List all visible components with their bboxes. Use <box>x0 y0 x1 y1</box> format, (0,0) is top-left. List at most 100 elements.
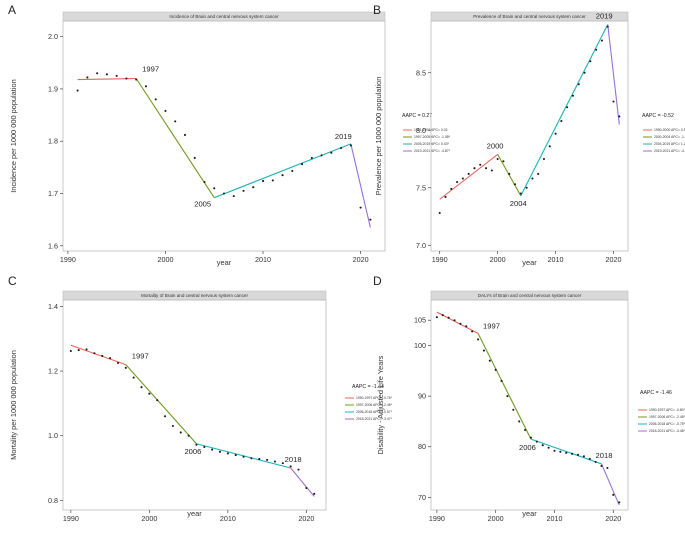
plot-frame <box>62 299 327 511</box>
y-tick-label: 80 <box>418 442 426 451</box>
data-point <box>232 195 235 198</box>
data-point <box>179 431 182 434</box>
joinpoint-label: 2000 <box>487 141 504 150</box>
x-tick-label: 2000 <box>488 514 504 523</box>
data-point <box>508 172 511 175</box>
data-point <box>519 192 522 195</box>
data-point <box>553 449 556 452</box>
trend-segment-4 <box>290 467 315 497</box>
data-point <box>116 361 120 365</box>
x-tick-label: 2000 <box>141 514 157 523</box>
data-point <box>600 464 603 468</box>
data-point <box>537 172 540 175</box>
x-tick-label: 2010 <box>546 514 562 523</box>
data-point <box>195 443 198 446</box>
aapc-label: AAPC = -0.52 <box>642 113 674 119</box>
data-point <box>541 444 544 447</box>
plot-frame <box>62 20 386 252</box>
data-point <box>349 144 352 147</box>
legend-entry: 2006-2018 APC= -0.75* <box>649 422 685 426</box>
panel-letter: D <box>373 274 382 288</box>
data-point <box>330 151 333 154</box>
data-point <box>582 455 585 458</box>
data-point <box>512 408 515 411</box>
data-point <box>174 120 177 123</box>
y-tick-label: 1.2 <box>48 367 58 376</box>
legend-entry: 1990-1997 APC= -0.80* <box>649 408 685 412</box>
x-axis-title: year <box>217 258 232 267</box>
data-point <box>234 454 237 457</box>
y-tick-label: 105 <box>414 316 426 325</box>
data-point <box>242 189 245 192</box>
joinpoint-label: 1997 <box>483 321 500 330</box>
data-point <box>77 349 80 352</box>
data-point <box>473 167 476 170</box>
y-tick-label: 2.0 <box>48 32 58 41</box>
data-point <box>542 157 546 161</box>
data-point <box>305 486 308 490</box>
legend-entry: 1997-2006 APC= -2.45* <box>649 415 685 419</box>
data-point <box>261 179 265 183</box>
chart-title: Incidence of Brain and central nervous s… <box>169 14 279 19</box>
data-point <box>518 420 521 423</box>
data-point <box>594 460 597 463</box>
data-point <box>459 322 462 325</box>
data-point <box>340 146 343 150</box>
y-tick-label: 7.5 <box>416 183 426 192</box>
trend-segment-3 <box>530 438 602 465</box>
data-point <box>115 74 118 77</box>
chart-title: Prevalence of Brain and central nervous … <box>473 14 586 19</box>
trend-segment-2 <box>477 333 532 440</box>
data-point <box>359 206 362 209</box>
data-point <box>101 354 104 357</box>
data-point <box>471 330 474 333</box>
legend-entry: 2019-2021 APC= -4.98* <box>654 149 685 153</box>
joinpoint-label: 2006 <box>184 447 201 456</box>
joinpoint-label: 2005 <box>194 200 211 209</box>
legend-entry: 2018-2021 APC= -3.47* <box>356 417 393 421</box>
y-tick-label: 1.7 <box>48 189 58 198</box>
data-point <box>140 386 143 389</box>
y-tick-label: 70 <box>418 493 426 502</box>
data-point <box>154 98 157 101</box>
x-tick-label: 2000 <box>490 255 506 264</box>
data-point <box>93 352 96 355</box>
legend-entry: 1990-2000 APC= 0.51* <box>654 128 685 132</box>
data-point <box>135 78 138 81</box>
aapc-label: AAPC = -1.44 <box>352 384 384 390</box>
data-point <box>320 154 323 157</box>
x-tick-label: 2010 <box>220 514 236 523</box>
data-point <box>156 399 159 402</box>
y-tick-label: 1.6 <box>48 241 58 250</box>
data-point <box>444 195 447 198</box>
legend-entry: 2000-2004 APC= -1.17* <box>654 135 685 139</box>
trend-segment-2 <box>125 364 197 445</box>
chart-title: DALYs of Brain and central nervous syste… <box>478 293 582 298</box>
data-point <box>301 163 304 166</box>
data-point <box>571 94 575 97</box>
panel-letter: A <box>8 3 16 17</box>
data-point <box>183 133 187 137</box>
trend-segment-1 <box>70 344 126 366</box>
data-point <box>566 106 569 109</box>
x-tick-label: 1990 <box>60 255 76 264</box>
joinpoint-label: 1997 <box>142 65 159 74</box>
aapc-label: AAPC = 0.27 <box>402 113 432 119</box>
data-point <box>467 172 470 175</box>
data-point <box>291 169 294 173</box>
panel-b: B Prevalence of Brain and central nervous… <box>373 3 685 267</box>
joinpoint-label: 2019 <box>335 132 352 141</box>
x-tick-label: 2020 <box>606 255 622 264</box>
y-tick-label: 7.0 <box>416 241 426 250</box>
y-tick-label: 8.5 <box>416 68 426 77</box>
data-point <box>595 48 598 51</box>
joinpoint-label: 2018 <box>596 451 613 460</box>
y-tick-label: 100 <box>414 341 426 350</box>
data-point <box>203 180 206 184</box>
joinpoint-label: 1997 <box>132 352 149 361</box>
data-point <box>535 440 538 443</box>
data-point <box>548 145 551 148</box>
trend-segment-2 <box>135 78 215 198</box>
data-point <box>289 465 292 468</box>
chart-title: Mortality of Brain and central nervous s… <box>141 293 248 298</box>
